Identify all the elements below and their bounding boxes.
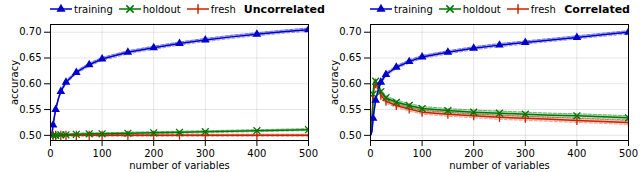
svg-text:300: 300 — [196, 148, 215, 159]
svg-text:0.55: 0.55 — [339, 104, 361, 115]
svg-text:500: 500 — [299, 148, 318, 159]
svg-text:100: 100 — [413, 148, 432, 159]
html-text:holdout: holdout — [462, 3, 501, 15]
html-text:fresh: fresh — [210, 3, 236, 15]
svg-text:0.65: 0.65 — [339, 52, 361, 63]
svg-text:400: 400 — [247, 148, 266, 159]
html-text:fresh: fresh — [530, 3, 556, 15]
svg-text:0.70: 0.70 — [19, 26, 41, 37]
html-text:Correlated: Correlated — [564, 2, 630, 16]
svg-text:accuracy: accuracy — [9, 60, 20, 105]
html-text:training: training — [74, 3, 113, 15]
svg-text:100: 100 — [93, 148, 112, 159]
svg-text:400: 400 — [567, 148, 586, 159]
svg-text:0.50: 0.50 — [339, 130, 361, 141]
html-text:Uncorrelated: Uncorrelated — [243, 2, 325, 16]
svg-text:0: 0 — [367, 148, 373, 159]
html-text:holdout: holdout — [142, 3, 181, 15]
svg-text:0.50: 0.50 — [19, 130, 41, 141]
svg-text:0.55: 0.55 — [19, 104, 41, 115]
svg-text:0.60: 0.60 — [19, 78, 41, 89]
svg-text:number of variables: number of variables — [449, 160, 550, 171]
svg-text:0.60: 0.60 — [339, 78, 361, 89]
svg-text:0: 0 — [47, 148, 53, 159]
svg-text:accuracy: accuracy — [329, 60, 340, 105]
svg-text:300: 300 — [516, 148, 535, 159]
svg-text:500: 500 — [619, 148, 638, 159]
svg-text:0.65: 0.65 — [19, 52, 41, 63]
svg-text:number of variables: number of variables — [129, 160, 230, 171]
svg-text:200: 200 — [464, 148, 483, 159]
svg-text:200: 200 — [144, 148, 163, 159]
svg-text:0.70: 0.70 — [339, 26, 361, 37]
html-text:training: training — [394, 3, 433, 15]
